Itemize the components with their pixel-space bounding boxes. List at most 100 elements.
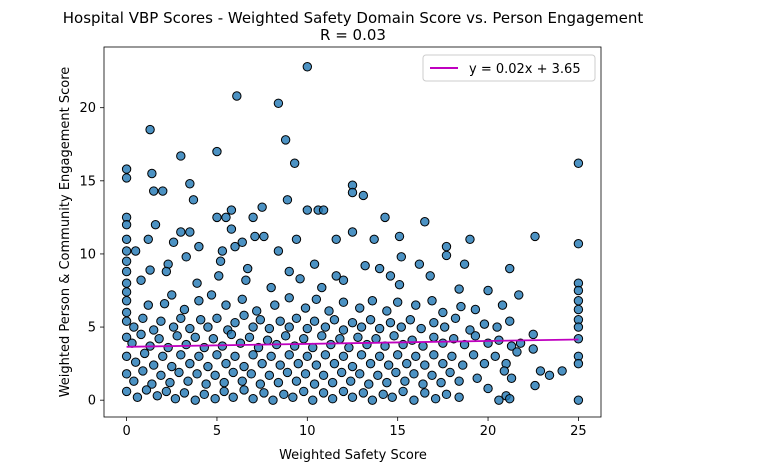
data-point xyxy=(192,369,202,379)
data-point xyxy=(512,347,522,357)
data-point xyxy=(291,376,302,386)
data-point xyxy=(248,322,258,332)
data-point xyxy=(168,237,179,247)
data-point xyxy=(230,351,240,362)
data-point xyxy=(429,332,439,342)
data-point xyxy=(438,307,448,318)
data-point xyxy=(268,395,278,405)
data-point xyxy=(147,168,157,179)
data-point xyxy=(392,297,403,307)
data-point xyxy=(230,317,240,328)
data-point xyxy=(176,227,186,237)
data-point xyxy=(420,217,430,227)
data-point xyxy=(573,239,584,249)
data-point xyxy=(291,313,302,323)
data-point xyxy=(273,246,284,256)
data-point xyxy=(262,335,273,345)
data-point xyxy=(149,186,159,196)
data-point xyxy=(174,367,184,378)
data-point xyxy=(364,379,374,389)
data-point xyxy=(149,325,159,335)
data-point xyxy=(573,158,584,168)
data-point xyxy=(163,342,173,353)
data-point xyxy=(420,360,430,370)
data-point xyxy=(338,351,349,362)
data-point xyxy=(505,316,515,326)
data-point xyxy=(237,294,247,304)
data-point xyxy=(212,212,222,223)
data-point xyxy=(528,344,538,354)
data-point xyxy=(309,316,320,326)
data-point xyxy=(239,310,249,321)
data-point xyxy=(121,164,132,174)
data-point xyxy=(483,285,493,296)
data-point xyxy=(158,351,168,362)
data-point xyxy=(387,392,397,402)
data-point xyxy=(318,370,329,381)
data-point xyxy=(347,361,358,372)
data-point xyxy=(226,329,237,340)
data-point xyxy=(185,179,195,189)
data-point xyxy=(121,278,132,288)
data-point xyxy=(327,394,338,404)
data-point xyxy=(327,377,338,388)
data-point xyxy=(167,361,177,372)
data-point xyxy=(239,385,249,395)
data-point xyxy=(183,376,193,386)
data-point xyxy=(573,285,584,296)
data-point xyxy=(311,360,322,370)
data-point xyxy=(530,380,540,391)
data-point xyxy=(259,231,269,242)
data-point xyxy=(185,323,195,334)
data-point xyxy=(199,389,210,400)
data-point xyxy=(210,370,220,381)
data-point xyxy=(324,306,334,316)
data-point xyxy=(396,322,406,332)
data-point xyxy=(573,296,584,306)
data-point xyxy=(454,392,464,402)
data-point xyxy=(242,263,253,274)
data-point xyxy=(429,350,439,360)
data-point xyxy=(270,300,280,310)
data-point xyxy=(499,366,510,376)
data-point xyxy=(355,369,365,379)
data-point xyxy=(369,234,379,245)
data-point xyxy=(459,339,470,350)
data-point xyxy=(237,376,247,386)
data-point xyxy=(121,173,132,183)
data-point xyxy=(470,304,481,315)
data-point xyxy=(130,357,141,367)
data-point xyxy=(176,350,186,360)
data-point xyxy=(347,227,358,237)
data-point xyxy=(331,271,341,281)
data-point xyxy=(400,376,410,386)
data-point xyxy=(302,351,313,362)
data-point xyxy=(181,339,191,350)
data-point xyxy=(300,369,311,379)
data-point xyxy=(275,360,285,370)
data-point xyxy=(241,275,251,285)
data-point xyxy=(374,263,385,274)
data-point xyxy=(530,231,540,242)
y-axis-label: Weighted Person & Community Engagement S… xyxy=(58,67,73,398)
data-point xyxy=(284,293,294,303)
data-point xyxy=(190,395,200,405)
data-point xyxy=(506,373,517,383)
data-point xyxy=(273,98,284,109)
data-point xyxy=(185,358,195,369)
data-point xyxy=(318,205,329,215)
regression-line xyxy=(126,338,579,348)
data-point xyxy=(385,317,396,328)
data-point xyxy=(494,395,504,405)
y-tick-label: 0 xyxy=(88,394,96,409)
data-point xyxy=(311,294,322,304)
data-point xyxy=(203,322,213,332)
data-point xyxy=(505,263,515,274)
legend: y = 0.02x + 3.65 xyxy=(422,54,596,82)
data-point xyxy=(411,351,421,362)
data-point xyxy=(308,395,318,405)
data-point xyxy=(226,224,237,234)
data-point xyxy=(194,296,204,306)
data-point xyxy=(338,325,349,335)
data-point xyxy=(344,342,354,353)
